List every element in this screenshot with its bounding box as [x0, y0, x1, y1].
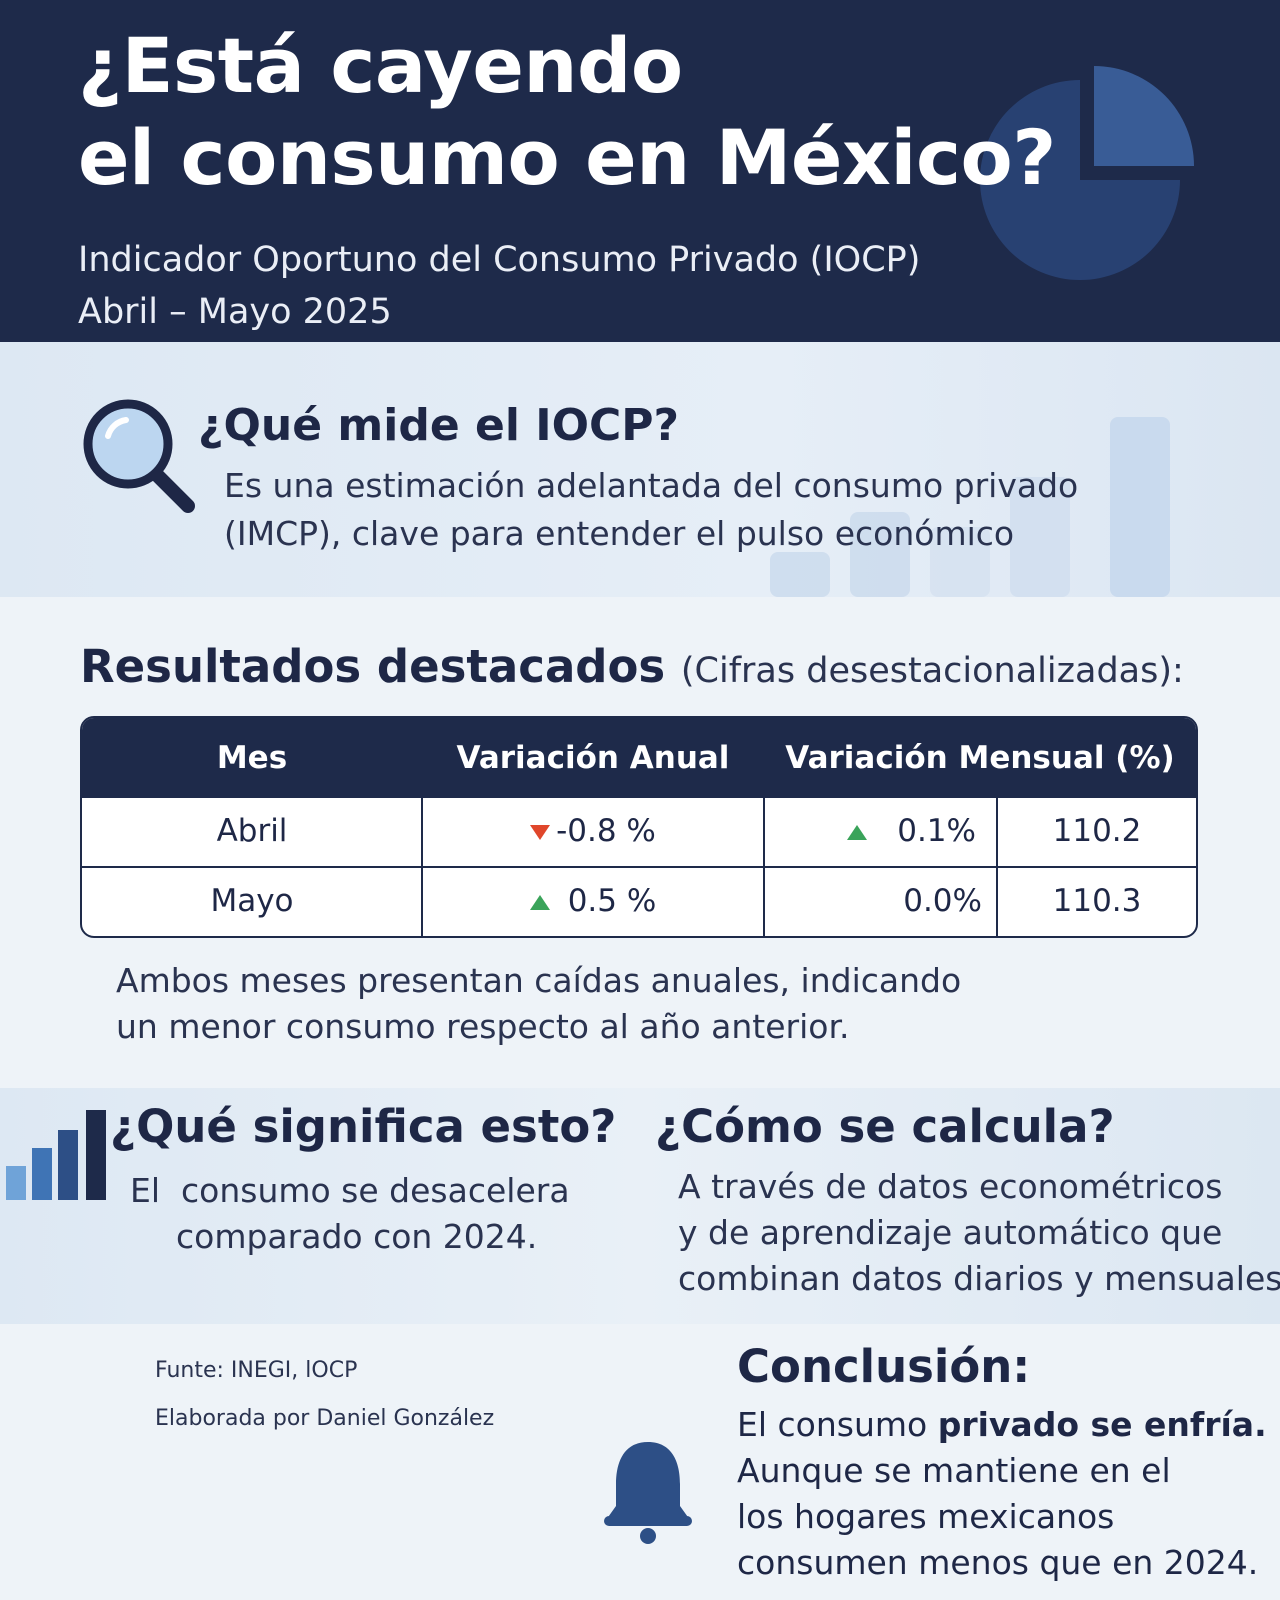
column-header-anual: Variación Anual: [456, 740, 730, 776]
cell-index-abril: 110.2: [1052, 813, 1142, 849]
page-title: ¿Está cayendo el consumo en México?: [78, 21, 1056, 202]
divider: [763, 718, 765, 936]
bar-chart-decoration-icon: [770, 417, 1170, 597]
bell-icon: [604, 1442, 692, 1544]
table-header: [82, 718, 1196, 798]
author-credit: Elaborada por Daniel González: [155, 1406, 495, 1431]
divider: [421, 718, 423, 936]
results-heading: Resultados destacados (Cifras desestacio…: [80, 640, 1184, 693]
source-credit: Funte: INEGI, lOCP: [155, 1358, 358, 1383]
cell-mensual-mayo: 0.0%: [903, 883, 982, 919]
what-description: Es una estimación adelantada del consumo…: [224, 466, 1079, 553]
method-text: A través de datos econométricos y de apr…: [678, 1167, 1280, 1298]
what-heading: ¿Qué mide el IOCP?: [198, 400, 680, 451]
up-arrow-icon: [529, 895, 550, 910]
down-arrow-icon: [530, 825, 551, 840]
divider: [82, 866, 1196, 868]
column-header-mes: Mes: [216, 740, 288, 776]
signal-bars-icon: [6, 1110, 106, 1200]
results-table: Mes Variación Anual Variación Mensual (%…: [80, 716, 1198, 938]
meaning-method-section: [0, 1088, 1280, 1324]
method-heading: ¿Cómo se calcula?: [655, 1100, 1115, 1153]
cell-anual-abril: -0.8 %: [422, 796, 764, 866]
header-banner: ¿Está cayendo el consumo en México? Indi…: [0, 0, 1280, 342]
conclusion-text: El consumo privado se enfría. Aunque se …: [737, 1405, 1267, 1582]
column-header-mensual: Variación Mensual (%): [785, 740, 1175, 776]
what-section: [0, 342, 1280, 597]
page-subtitle: Indicador Oportuno del Consumo Privado (…: [78, 240, 921, 332]
cell-index-mayo: 110.3: [1052, 883, 1142, 919]
results-note: Ambos meses presentan caídas anuales, in…: [116, 961, 962, 1046]
cell-mensual-abril: 0.1%: [764, 796, 996, 866]
cell-mes-mayo: Mayo: [210, 883, 294, 919]
conclusion-heading: Conclusión:: [737, 1340, 1031, 1393]
pie-chart-icon: [980, 66, 1194, 280]
cell-anual-mayo: 0.5 %: [422, 866, 764, 936]
up-arrow-icon: [847, 825, 868, 840]
magnifier-icon: [83, 399, 195, 513]
meaning-heading: ¿Qué significa esto?: [110, 1100, 617, 1153]
cell-mes-abril: Abril: [216, 813, 288, 849]
meaning-text: El consumo se desacelera comparado con 2…: [130, 1171, 570, 1256]
